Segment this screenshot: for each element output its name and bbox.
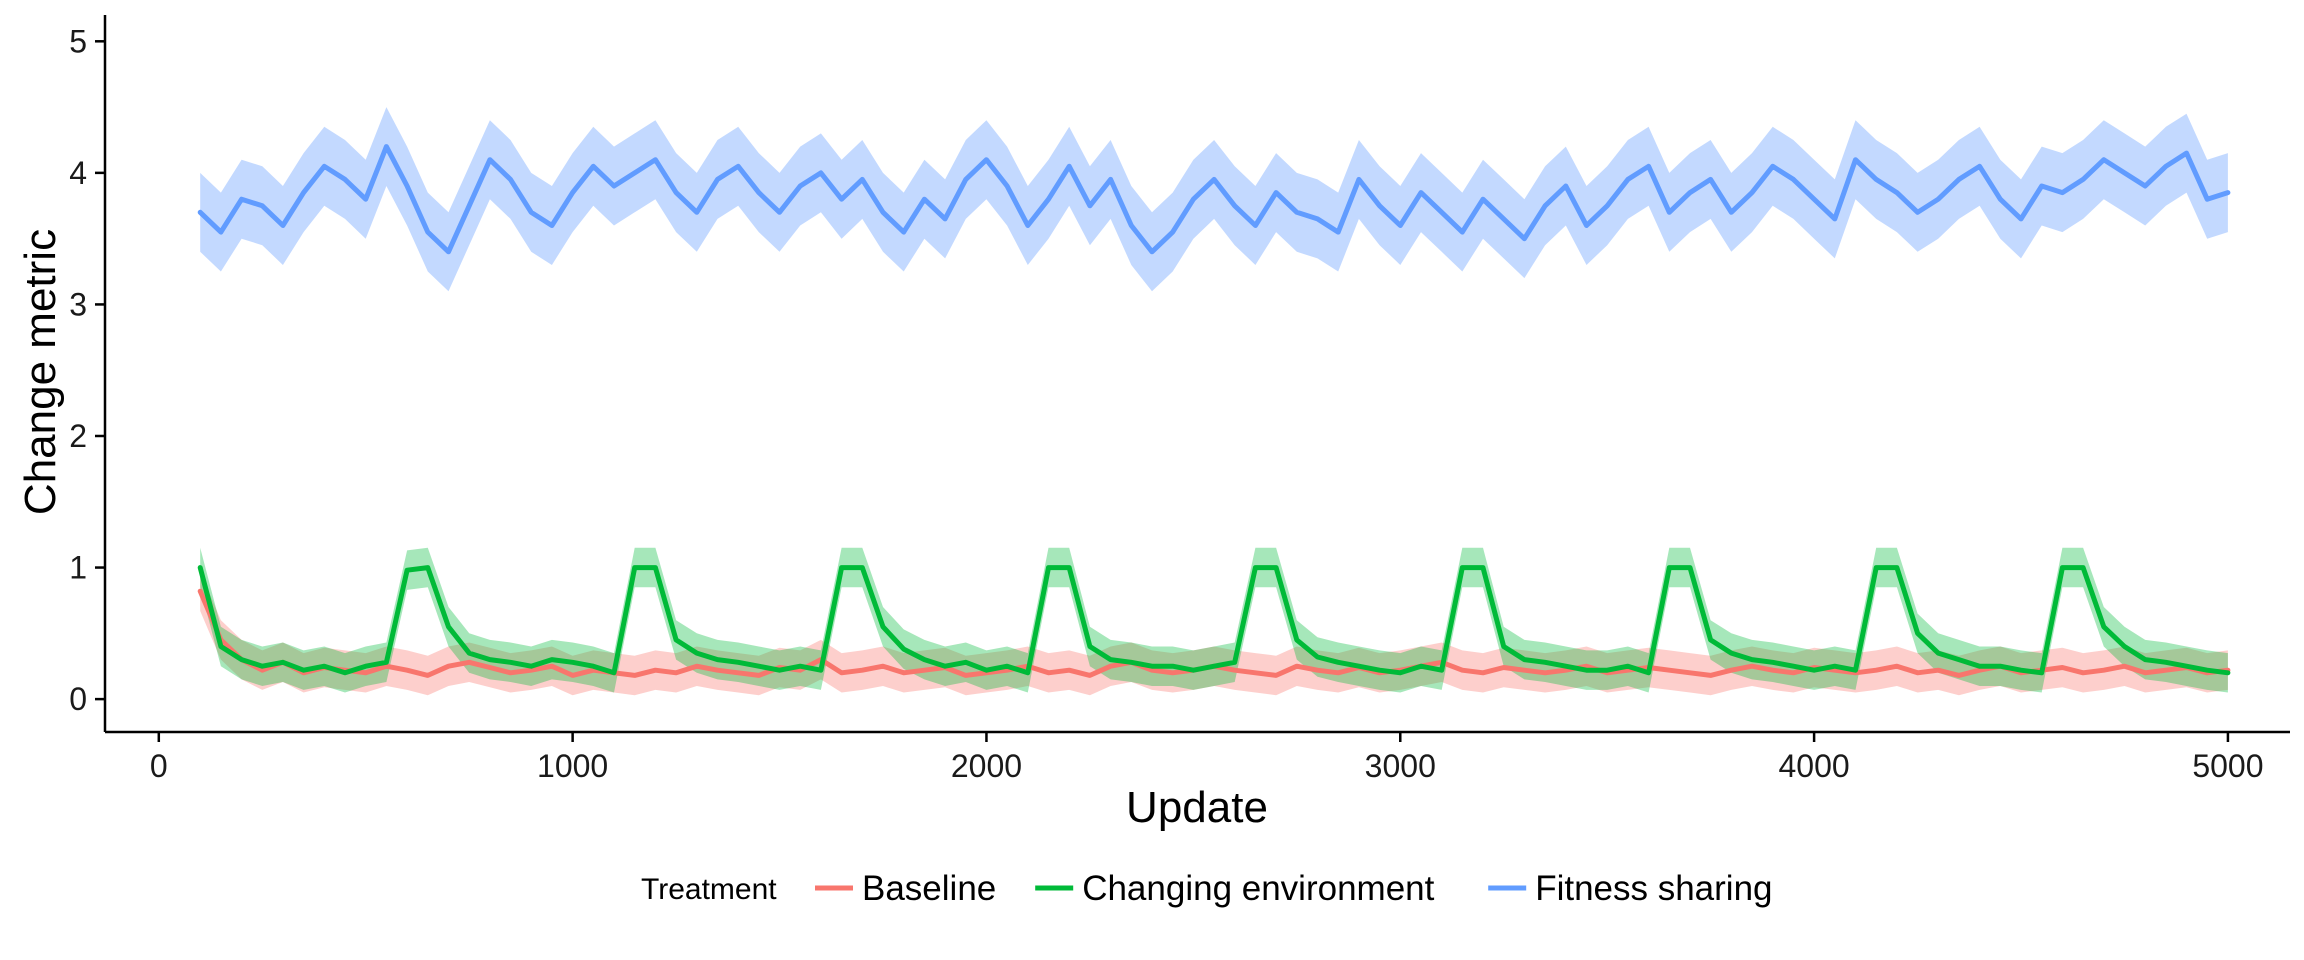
y-tick-label: 1 xyxy=(69,550,87,586)
y-tick-label: 0 xyxy=(69,681,87,717)
y-tick-label: 4 xyxy=(69,155,87,191)
y-tick-label: 5 xyxy=(69,23,87,59)
x-tick-label: 2000 xyxy=(951,748,1022,784)
x-tick-label: 4000 xyxy=(1779,748,1850,784)
series-band-fitness-sharing xyxy=(200,107,2228,292)
series-line-changing-environment xyxy=(197,565,2231,676)
legend-entry: Changing environment xyxy=(1035,869,1435,908)
legend-entries: Baseline Changing environment Fitness shar… xyxy=(815,869,1773,908)
x-tick-label: 3000 xyxy=(1365,748,1436,784)
bands-layer xyxy=(200,107,2228,696)
y-axis-title: Change metric xyxy=(16,229,65,515)
x-tick-label: 0 xyxy=(150,748,168,784)
legend: Treatment Baseline Changing environment Fi… xyxy=(641,869,1773,908)
y-tick-label: 2 xyxy=(69,418,87,454)
x-tick-label: 1000 xyxy=(537,748,608,784)
legend-label: Baseline xyxy=(862,869,996,908)
x-ticks: 0 1000 2000 3000 4000 5000 xyxy=(150,732,2264,784)
series-line-fitness-sharing xyxy=(197,144,2231,255)
x-axis-title: Update xyxy=(1126,783,1268,832)
lines-layer xyxy=(197,144,2231,678)
legend-title: Treatment xyxy=(641,873,777,906)
y-tick-label: 3 xyxy=(69,286,87,322)
legend-label: Fitness sharing xyxy=(1535,869,1772,908)
legend-entry: Baseline xyxy=(815,869,996,908)
x-tick-label: 5000 xyxy=(2192,748,2263,784)
y-ticks: 0 1 2 3 4 5 xyxy=(69,23,105,717)
legend-label: Changing environment xyxy=(1082,869,1434,908)
series-band-baseline xyxy=(200,571,2228,696)
legend-entry: Fitness sharing xyxy=(1488,869,1773,908)
